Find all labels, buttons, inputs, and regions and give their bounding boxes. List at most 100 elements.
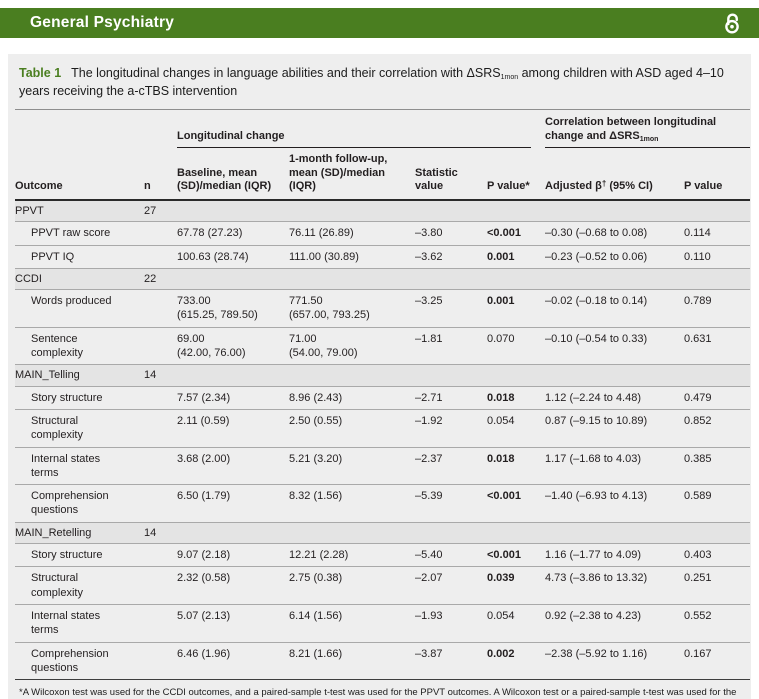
statistic-cell: –2.37 (415, 447, 487, 486)
col-header-adjusted-beta: Adjusted β† (95% CI) (545, 147, 684, 202)
n-cell: 22 (144, 268, 177, 291)
statistic-cell: –3.25 (415, 289, 487, 328)
baseline-cell: 9.07 (2.18) (177, 543, 289, 568)
adjusted-beta-cell: –0.02 (–0.18 to 0.14) (545, 289, 684, 328)
baseline-cell: 100.63 (28.74) (177, 245, 289, 269)
col-header-followup: 1-month follow-up, mean (SD)/median (IQR… (289, 147, 415, 202)
correlation-p-value-cell: 0.789 (684, 289, 750, 328)
correlation-p-value-cell: 0.589 (684, 484, 750, 523)
table-caption: Table 1 The longitudinal changes in langu… (19, 64, 740, 100)
statistic-cell: –2.71 (415, 386, 487, 410)
p-value-cell: 0.054 (487, 409, 545, 448)
baseline-cell: 67.78 (27.23) (177, 221, 289, 246)
adjusted-beta-cell: –1.40 (–6.93 to 4.13) (545, 484, 684, 523)
adjusted-beta-cell: 1.16 (–1.77 to 4.09) (545, 543, 684, 568)
p-value-cell: 0.001 (487, 245, 545, 269)
col-header-pvalue2: P value (684, 147, 750, 202)
baseline-cell: 2.11 (0.59) (177, 409, 289, 448)
followup-cell: 8.21 (1.66) (289, 642, 415, 681)
table-row: Story structure 7.57 (2.34) 8.96 (2.43) –2.… (15, 386, 750, 410)
spanner-correlation-label: Correlation between longitudinal change … (545, 116, 750, 148)
outcome-cell: Structural complexity (15, 566, 144, 605)
p-value-cell: 0.070 (487, 327, 545, 366)
p-value-cell: <0.001 (487, 484, 545, 523)
section-row: CCDI 22 (15, 268, 750, 291)
col-header-n: n (144, 147, 177, 202)
table-caption-text: The longitudinal changes in language abi… (19, 66, 724, 99)
statistic-cell: –3.62 (415, 245, 487, 269)
n-cell (144, 543, 177, 568)
outcome-cell: Internal states terms (15, 447, 144, 486)
correlation-p-value-cell: 0.552 (684, 604, 750, 643)
outcome-cell: Words produced (15, 289, 144, 328)
journal-title: General Psychiatry (30, 14, 175, 31)
section-filler-cell (177, 268, 750, 291)
table-row: Internal states terms 3.68 (2.00) 5.21 (3.… (15, 447, 750, 486)
col-header-outcome: Outcome (15, 147, 144, 202)
correlation-p-value-cell: 0.479 (684, 386, 750, 410)
baseline-cell: 3.68 (2.00) (177, 447, 289, 486)
table-row: Structural complexity 2.32 (0.58) 2.75 (0.… (15, 566, 750, 605)
adjusted-beta-cell: 1.12 (–2.24 to 4.48) (545, 386, 684, 410)
outcome-cell: CCDI (15, 268, 144, 291)
n-cell (144, 409, 177, 448)
n-cell (144, 642, 177, 681)
outcome-cell: PPVT IQ (15, 245, 144, 269)
p-value-cell: 0.018 (487, 447, 545, 486)
n-cell (144, 386, 177, 410)
outcome-cell: Story structure (15, 386, 144, 410)
correlation-p-value-cell: 0.852 (684, 409, 750, 448)
adjusted-beta-cell: 1.17 (–1.68 to 4.03) (545, 447, 684, 486)
outcome-cell: Structural complexity (15, 409, 144, 448)
baseline-cell: 5.07 (2.13) (177, 604, 289, 643)
followup-cell: 111.00 (30.89) (289, 245, 415, 269)
baseline-cell: 733.00 (615.25, 789.50) (177, 289, 289, 328)
correlation-p-value-cell: 0.385 (684, 447, 750, 486)
table-row: Comprehension questions 6.46 (1.96) 8.21 (… (15, 642, 750, 681)
col-header-pvalue1: P value* (487, 147, 545, 202)
followup-cell: 2.75 (0.38) (289, 566, 415, 605)
statistic-cell: –1.92 (415, 409, 487, 448)
n-cell (144, 289, 177, 328)
section-row: PPVT 27 (15, 200, 750, 223)
open-access-lock-icon[interactable] (719, 10, 745, 36)
correlation-p-value-cell: 0.631 (684, 327, 750, 366)
section-filler-cell (177, 200, 750, 223)
adjusted-beta-cell: –2.38 (–5.92 to 1.16) (545, 642, 684, 681)
table-row: Internal states terms 5.07 (2.13) 6.14 (1.… (15, 604, 750, 643)
correlation-p-value-cell: 0.251 (684, 566, 750, 605)
followup-cell: 6.14 (1.56) (289, 604, 415, 643)
followup-cell: 8.96 (2.43) (289, 386, 415, 410)
statistic-cell: –2.07 (415, 566, 487, 605)
statistic-cell: –1.81 (415, 327, 487, 366)
correlation-p-value-cell: 0.167 (684, 642, 750, 681)
n-cell (144, 327, 177, 366)
outcome-cell: Comprehension questions (15, 642, 144, 681)
table-row: Words produced 733.00 (615.25, 789.50) 771… (15, 289, 750, 328)
n-cell (144, 604, 177, 643)
statistic-cell: –3.80 (415, 221, 487, 246)
n-cell (144, 221, 177, 246)
outcome-cell: MAIN_Telling (15, 364, 144, 387)
table-row: Comprehension questions 6.50 (1.79) 8.32 (… (15, 484, 750, 523)
spanner-correlation-cell: Correlation between longitudinal change … (545, 110, 750, 148)
table-footnotes: *A Wilcoxon test was used for the CCDI o… (19, 686, 740, 699)
p-value-cell: 0.001 (487, 289, 545, 328)
table-row: PPVT raw score 67.78 (27.23) 76.11 (26.89)… (15, 221, 750, 246)
table-row: Structural complexity 2.11 (0.59) 2.50 (0.… (15, 409, 750, 448)
adjusted-beta-cell: –0.23 (–0.52 to 0.06) (545, 245, 684, 269)
followup-cell: 2.50 (0.55) (289, 409, 415, 448)
p-value-cell: 0.002 (487, 642, 545, 681)
followup-cell: 76.11 (26.89) (289, 221, 415, 246)
spanner-longitudinal-cell: Longitudinal change (177, 110, 545, 148)
section-filler-cell (177, 522, 750, 545)
section-row: MAIN_Retelling 14 (15, 522, 750, 545)
adjusted-beta-cell: 4.73 (–3.86 to 13.32) (545, 566, 684, 605)
journal-banner: General Psychiatry (0, 8, 759, 38)
correlation-p-value-cell: 0.114 (684, 221, 750, 246)
followup-cell: 5.21 (3.20) (289, 447, 415, 486)
spanner-row: Longitudinal change Correlation between … (15, 110, 750, 148)
followup-cell: 12.21 (2.28) (289, 543, 415, 568)
baseline-cell: 6.46 (1.96) (177, 642, 289, 681)
col-header-statistic: Statistic value (415, 147, 487, 202)
